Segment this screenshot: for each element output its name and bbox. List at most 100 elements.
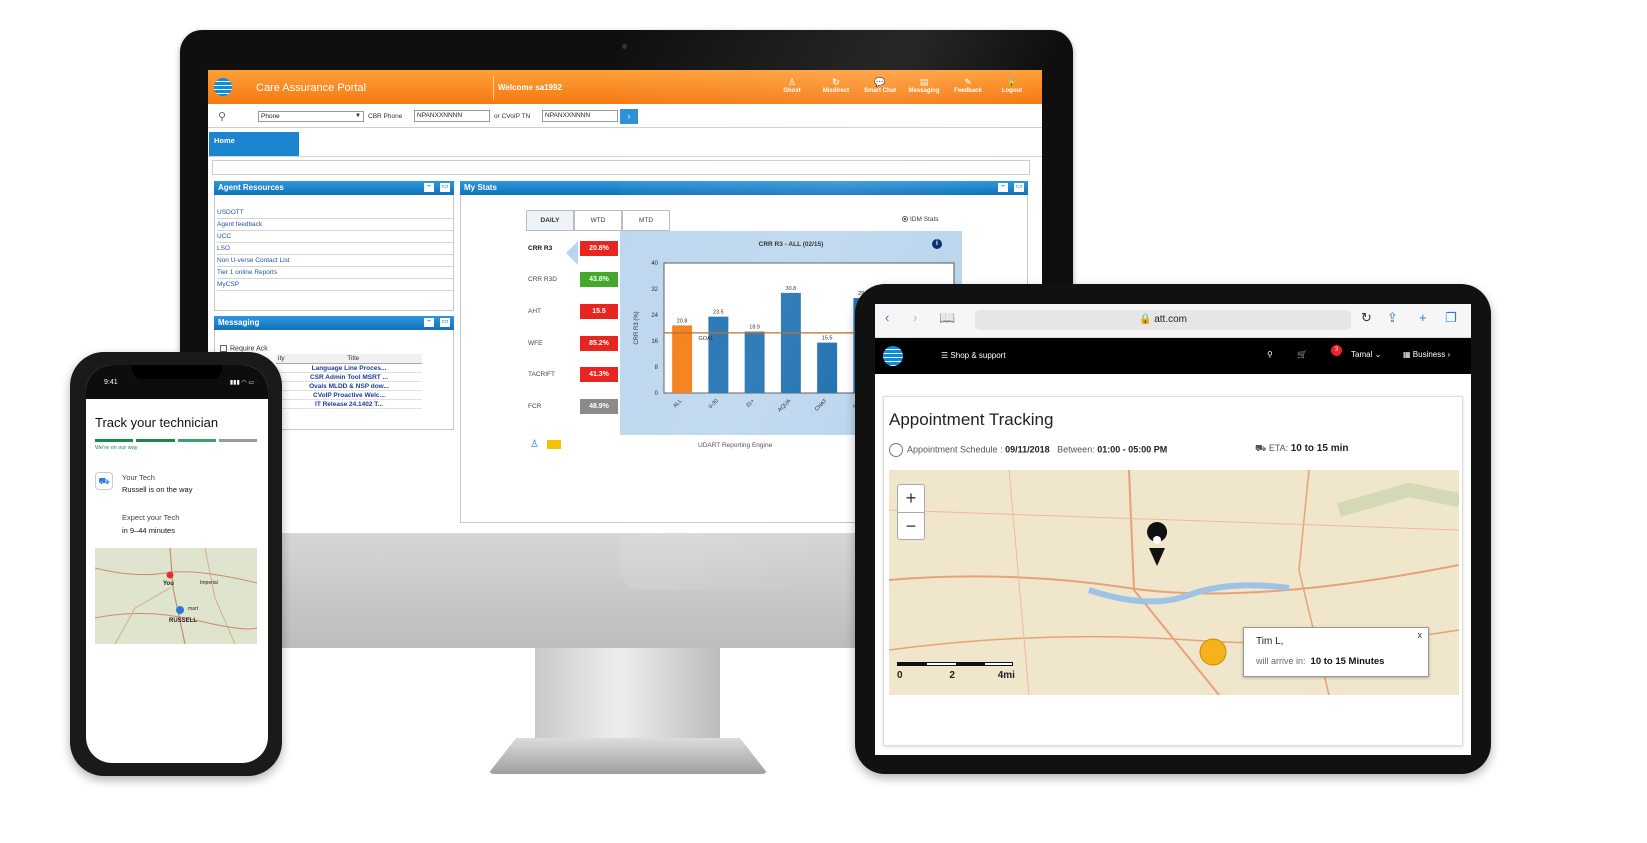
panel-controls: – ▭ <box>424 183 450 192</box>
cart-icon[interactable]: 🛒 <box>1297 350 1307 359</box>
phone-screen: 9:41 ▮▮▮ ◠ ▭ Track your technician We're… <box>86 365 268 763</box>
share-icon[interactable]: ⇪ <box>1387 310 1398 325</box>
expect-value: in 9–44 minutes <box>122 526 175 535</box>
agent-resources-list: USDOTT Agent feedback UCC LSO Non U-vers… <box>217 207 453 291</box>
table-row[interactable]: CVoIP Proactive Welc... <box>276 391 422 400</box>
resource-link[interactable]: MyCSP <box>217 279 453 291</box>
zoom-in-button[interactable]: + <box>905 488 917 508</box>
tablet-screen: ‹ › 📖 🔒 att.com ↻ ⇪ + ❐ ☰ Shop & support… <box>875 304 1471 755</box>
kpi-label[interactable]: TACRIFT <box>528 371 555 378</box>
phone-map[interactable]: You Imperial mart RUSSELL <box>95 548 257 644</box>
truck-icon: ⛟ <box>95 472 113 490</box>
kpi-label[interactable]: CRR R3D <box>528 276 557 283</box>
resource-link[interactable]: Tier 1 online Reports <box>217 267 453 279</box>
info-icon[interactable]: i <box>932 239 942 249</box>
agent-icon[interactable]: ♙ <box>530 439 539 450</box>
tracking-map[interactable]: + − x Tim L, will arrive in: 10 to 15 Mi… <box>889 470 1459 695</box>
your-tech-message: Russell is on the way <box>122 485 193 494</box>
status-time: 9:41 <box>104 379 118 386</box>
tab-home[interactable]: Home <box>209 132 299 156</box>
idm-stats-radio[interactable]: IDM Stats <box>902 216 939 223</box>
chart-bar <box>744 331 765 393</box>
resource-link[interactable]: USDOTT <box>217 207 453 219</box>
address-bar[interactable]: 🔒 att.com <box>975 310 1351 330</box>
nav-logout[interactable]: 🔒 Logout <box>1001 77 1023 94</box>
your-tech-label: Your Tech <box>122 473 155 482</box>
user-menu[interactable]: Tamal ⌄ <box>1351 350 1382 359</box>
zoom-out-button[interactable]: − <box>898 512 924 539</box>
require-ack-checkbox[interactable]: Require Ack <box>220 345 268 352</box>
minimize-button[interactable]: – <box>998 183 1008 192</box>
search-icon[interactable]: ⚲ <box>1267 350 1273 359</box>
minimize-button[interactable]: – <box>424 183 434 192</box>
nav-ghost[interactable]: ♙ Ghost <box>783 77 801 94</box>
appointment-title: Appointment Tracking <box>889 410 1054 429</box>
x-tick-label: AQUA <box>777 398 792 413</box>
search-go-button[interactable]: › <box>620 109 638 124</box>
x-tick-label: CHAT <box>814 398 829 413</box>
maximize-button[interactable]: ▭ <box>1014 183 1024 192</box>
forward-icon[interactable]: › <box>913 310 918 325</box>
nav-messaging[interactable]: ▤ Messaging <box>908 77 940 94</box>
kpi-value: 85.2% <box>580 336 618 351</box>
kpi-label[interactable]: WFE <box>528 340 543 347</box>
monitor-camera <box>622 44 627 49</box>
stats-period-tabs: DAILY WTD MTD <box>526 210 670 231</box>
kpi-label[interactable]: AHT <box>528 308 541 315</box>
maximize-button[interactable]: ▭ <box>440 183 450 192</box>
shop-support-menu[interactable]: ☰ Shop & support <box>941 351 1006 360</box>
tab-daily[interactable]: DAILY <box>526 210 574 231</box>
close-icon[interactable]: x <box>1417 630 1423 640</box>
mail-icon[interactable] <box>547 440 561 449</box>
tab-wtd[interactable]: WTD <box>574 210 622 231</box>
search-type-select[interactable]: Phone ▼ <box>258 111 364 122</box>
bar-value-label: 15.5 <box>822 336 833 342</box>
tabs-icon[interactable]: ❐ <box>1445 310 1457 325</box>
bar-value-label: 23.5 <box>713 310 724 316</box>
truck-icon: ⛟ <box>1255 443 1269 453</box>
cvoip-input[interactable]: NPANXXNNNN <box>542 110 618 122</box>
kpi-label[interactable]: CRR R3 <box>528 245 553 252</box>
maximize-button[interactable]: ▭ <box>440 318 450 327</box>
misdirect-icon: ↻ <box>832 77 840 87</box>
resource-link[interactable]: LSO <box>217 243 453 255</box>
search-icon: ⚲ <box>218 111 227 123</box>
back-icon[interactable]: ‹ <box>885 310 890 325</box>
x-tick-label: 31+ <box>745 398 756 409</box>
lock-icon: 🔒 <box>1006 77 1018 87</box>
resource-link[interactable]: UCC <box>217 231 453 243</box>
table-row[interactable]: IT Release 24.1402 T... <box>276 400 422 409</box>
att-navbar: ☰ Shop & support ⚲ 🛒 3 Tamal ⌄ ▦ Busines… <box>875 338 1471 374</box>
monitor-stand-foot <box>488 738 768 774</box>
nav-misdirect[interactable]: ↻ Misdirect <box>822 77 850 94</box>
nav-feedback[interactable]: ✎ Feedback <box>954 77 982 94</box>
chart-title: CRR R3 - ALL (02/15) <box>758 241 824 248</box>
reload-icon[interactable]: ↻ <box>1361 310 1372 325</box>
resource-link[interactable]: Agent feedback <box>217 219 453 231</box>
header-divider <box>493 76 494 100</box>
new-tab-icon[interactable]: + <box>1419 310 1427 325</box>
messaging-icon: ▤ <box>919 77 929 87</box>
nav-smart-chat[interactable]: 💬 Smart Chat <box>863 77 896 94</box>
pencil-icon: ✎ <box>964 77 972 87</box>
kpi-label[interactable]: FCR <box>528 403 542 410</box>
resource-link[interactable]: Non U-verse Contact List <box>217 255 453 267</box>
map-label-russell: RUSSELL <box>169 618 198 624</box>
appointment-schedule: Appointment Schedule : 09/11/2018 Betwee… <box>889 443 1167 457</box>
y-tick-label: 0 <box>655 391 659 397</box>
table-row[interactable]: Language Line Proces... <box>276 364 422 373</box>
bar-value-label: 30.8 <box>786 286 797 292</box>
table-row[interactable]: CSR Admin Tool MSRT ... <box>276 373 422 382</box>
minimize-button[interactable]: – <box>424 318 434 327</box>
cbr-phone-input[interactable]: NPANXXNNNN <box>414 110 490 122</box>
tab-mtd[interactable]: MTD <box>622 210 670 231</box>
technician-name: Tim L, <box>1256 636 1284 647</box>
att-globe-icon[interactable] <box>883 346 903 366</box>
goal-label: GOAL <box>698 336 713 342</box>
lock-icon: 🔒 <box>1138 314 1155 325</box>
table-row[interactable]: Ovals MLDD & NSP dow... <box>276 382 422 391</box>
kpi-value: 48.9% <box>580 399 618 414</box>
bookmarks-icon[interactable]: 📖 <box>939 310 956 325</box>
business-link[interactable]: ▦ Business › <box>1403 350 1451 359</box>
